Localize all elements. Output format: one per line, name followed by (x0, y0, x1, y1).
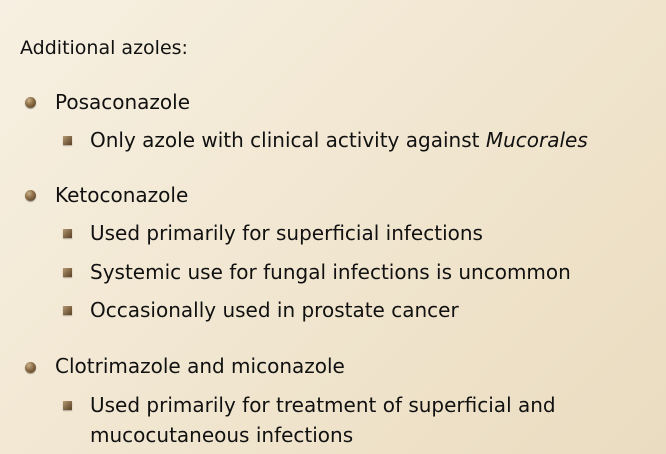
square-bullet-icon (63, 136, 72, 145)
square-bullet-icon (63, 306, 72, 315)
list-item-line-1: Used primarily for treatment of superfic… (90, 393, 556, 417)
list-item: Systemic use for fungal infections is un… (90, 260, 571, 284)
slide-heading: Additional azoles: (20, 37, 188, 59)
list-item-text: Only azole with clinical activity agains… (90, 128, 486, 152)
list-item: Only azole with clinical activity agains… (90, 126, 588, 155)
list-item: Used primarily for superficial infection… (90, 221, 483, 245)
list-item-italic-text: Mucorales (485, 128, 588, 152)
section-title-posaconazole: Posaconazole (55, 90, 191, 114)
round-bullet-icon (25, 362, 36, 373)
round-bullet-icon (25, 97, 36, 108)
round-bullet-icon (25, 190, 36, 201)
list-item-line-2: mucocutaneous infections (90, 423, 354, 447)
square-bullet-icon (63, 401, 72, 410)
list-item: Occasionally used in prostate cancer (90, 298, 459, 322)
square-bullet-icon (63, 268, 72, 277)
section-title-ketoconazole: Ketoconazole (55, 183, 189, 207)
section-title-clotrimazole-miconazole: Clotrimazole and miconazole (55, 354, 345, 378)
square-bullet-icon (63, 229, 72, 238)
